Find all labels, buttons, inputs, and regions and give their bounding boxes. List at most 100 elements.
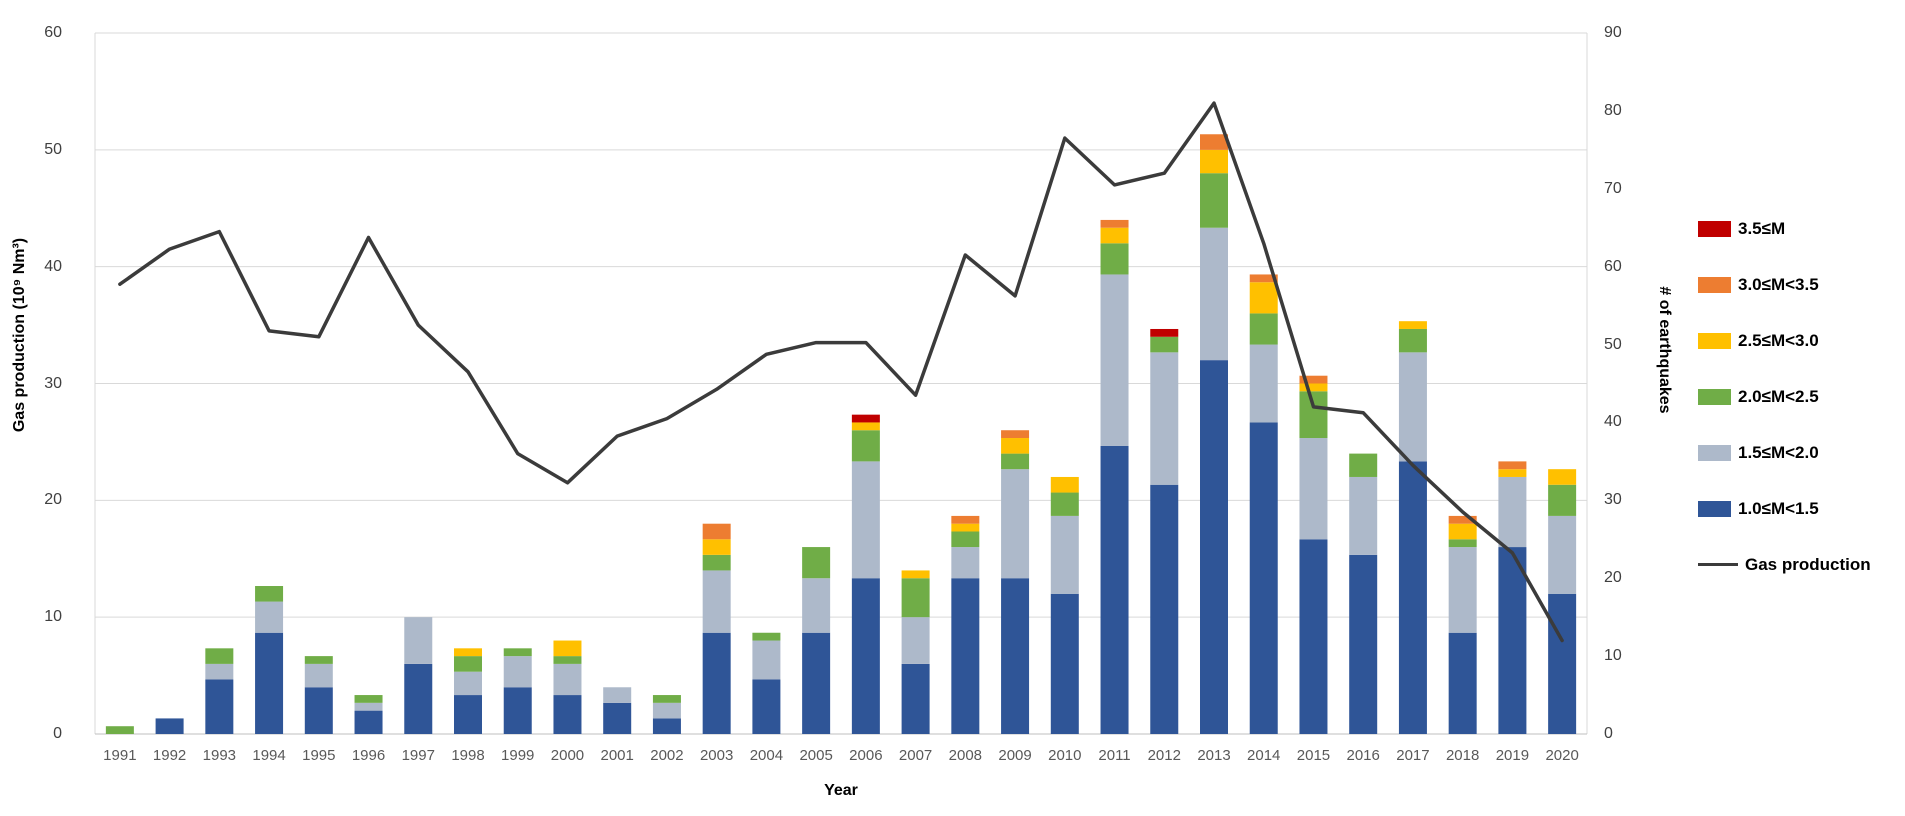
bar-segment-2018 xyxy=(1448,547,1477,633)
x-axis-label-2013: 2013 xyxy=(1197,747,1231,764)
bar-segment-1997 xyxy=(404,617,433,664)
bar-segment-1995 xyxy=(304,663,333,688)
x-axis-label-2000: 2000 xyxy=(550,747,585,764)
legend-label: 1.0≤M<1.5 xyxy=(1738,498,1819,518)
right-axis-tick: 10 xyxy=(1604,647,1622,665)
bar-segment-2014 xyxy=(1249,282,1278,314)
bar-segment-1998 xyxy=(454,648,482,657)
bar-segment-2003 xyxy=(702,523,731,540)
bar-segment-2014 xyxy=(1249,344,1278,423)
x-axis-label-2020: 2020 xyxy=(1545,747,1579,764)
x-axis-label-2010: 2010 xyxy=(1048,747,1082,764)
legend-item-3.0≤M<3.5: 3.0≤M<3.5 xyxy=(1698,274,1871,294)
bar-segment-2008 xyxy=(951,547,980,579)
bar-segment-2014 xyxy=(1249,422,1278,734)
legend-label: 2.5≤M<3.0 xyxy=(1738,330,1819,350)
bar-segment-2008 xyxy=(951,578,980,734)
legend-item-1.0≤M<1.5: 1.0≤M<1.5 xyxy=(1698,498,1871,518)
bar-segment-2002 xyxy=(652,695,681,703)
bar-segment-2009 xyxy=(1001,578,1030,734)
bar-segment-2012 xyxy=(1150,336,1179,353)
x-axis-label-2012: 2012 xyxy=(1147,747,1181,764)
legend-label: Gas production xyxy=(1745,554,1871,574)
bar-segment-2007 xyxy=(901,570,930,579)
bar-segment-2003 xyxy=(702,554,731,571)
x-axis-label-1992: 1992 xyxy=(152,747,187,764)
x-axis-label-2019: 2019 xyxy=(1495,747,1530,764)
bar-segment-2016 xyxy=(1349,554,1378,734)
bar-segment-2000 xyxy=(553,695,582,734)
x-axis-label-2008: 2008 xyxy=(948,747,983,764)
bar-segment-2006 xyxy=(851,578,880,734)
bar-segment-2020 xyxy=(1548,469,1577,485)
bar-segment-2007 xyxy=(901,663,930,734)
legend-label: 3.5≤M xyxy=(1738,218,1786,238)
bar-segment-2019 xyxy=(1498,469,1527,477)
bar-segment-2004 xyxy=(752,632,781,641)
x-axis-title: Year xyxy=(824,782,858,799)
bar-segment-2020 xyxy=(1548,484,1577,516)
bar-segment-2003 xyxy=(702,539,731,555)
bar-segment-2009 xyxy=(1001,430,1030,439)
bar-segment-2002 xyxy=(652,702,681,719)
x-axis-label-2015: 2015 xyxy=(1296,747,1331,764)
x-axis-label-1991: 1991 xyxy=(103,747,137,764)
right-axis-tick: 40 xyxy=(1604,413,1622,431)
bar-segment-2017 xyxy=(1398,461,1427,734)
bar-segment-2015 xyxy=(1299,375,1328,384)
left-axis-tick: 60 xyxy=(44,24,62,41)
legend-item-3.5≤M: 3.5≤M xyxy=(1698,218,1871,238)
bar-segment-2006 xyxy=(851,430,880,462)
legend-label: 3.0≤M<3.5 xyxy=(1738,274,1819,294)
x-axis-label-1996: 1996 xyxy=(351,747,386,764)
legend-color-swatch xyxy=(1698,276,1731,293)
x-axis-label-2016: 2016 xyxy=(1346,747,1380,764)
bar-segment-2003 xyxy=(702,632,731,734)
bar-segment-2020 xyxy=(1548,593,1577,734)
x-axis-label-2002: 2002 xyxy=(650,747,684,764)
legend-color-swatch xyxy=(1698,500,1731,517)
bar-segment-1991 xyxy=(105,726,134,734)
bar-segment-2003 xyxy=(702,570,731,633)
bar-segment-2006 xyxy=(851,422,880,431)
x-axis-label-1997: 1997 xyxy=(401,747,435,764)
bar-segment-2013 xyxy=(1200,360,1228,734)
bar-segment-1998 xyxy=(454,695,482,734)
right-axis-tick: 60 xyxy=(1604,257,1622,275)
legend-item-2.0≤M<2.5: 2.0≤M<2.5 xyxy=(1698,387,1871,406)
bar-segment-1999 xyxy=(503,687,532,734)
bar-segment-2018 xyxy=(1448,632,1477,734)
bar-segment-2005 xyxy=(802,632,831,734)
bar-segment-2018 xyxy=(1448,515,1477,524)
bar-segment-2005 xyxy=(802,578,831,633)
left-axis-tick: 50 xyxy=(44,140,62,158)
bar-segment-2002 xyxy=(652,718,681,734)
bar-segment-2013 xyxy=(1200,227,1228,361)
legend-color-swatch xyxy=(1698,332,1731,349)
left-axis-tick: 40 xyxy=(44,257,62,275)
bar-segment-2013 xyxy=(1200,173,1228,228)
bar-segment-2015 xyxy=(1299,383,1328,392)
x-axis-label-1994: 1994 xyxy=(252,747,286,764)
bar-segment-2011 xyxy=(1100,219,1129,228)
bar-segment-2017 xyxy=(1398,328,1427,353)
bar-segment-2019 xyxy=(1498,476,1527,548)
legend-label: 1.5≤M<2.0 xyxy=(1738,442,1819,462)
bar-segment-1995 xyxy=(304,687,333,734)
bar-segment-2000 xyxy=(553,640,582,657)
bar-segment-2009 xyxy=(1001,453,1030,470)
bar-segment-1995 xyxy=(304,656,333,664)
right-axis-title: # of earthquakes xyxy=(1656,286,1673,414)
bar-segment-2011 xyxy=(1100,227,1129,244)
x-axis-label-2014: 2014 xyxy=(1247,747,1281,764)
bar-segment-2019 xyxy=(1498,547,1527,734)
x-axis-label-1999: 1999 xyxy=(501,747,535,764)
bar-segment-2010 xyxy=(1050,492,1079,516)
bar-segment-1996 xyxy=(354,695,383,703)
bar-segment-1999 xyxy=(503,656,532,688)
x-axis-label-2005: 2005 xyxy=(799,747,833,764)
right-axis-tick: 0 xyxy=(1604,725,1613,742)
bar-segment-2004 xyxy=(752,640,781,680)
bar-segment-2014 xyxy=(1249,313,1278,345)
